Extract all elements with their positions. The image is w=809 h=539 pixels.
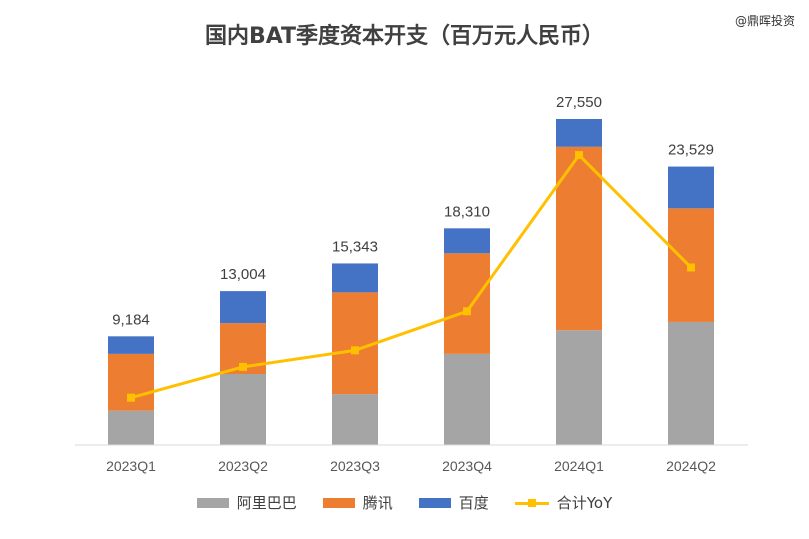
bar-tencent-2023Q3 bbox=[332, 292, 378, 395]
legend-swatch-yoy bbox=[514, 497, 549, 509]
yoy-marker-2024Q2 bbox=[687, 263, 695, 272]
chart-title: 国内BAT季度资本开支（百万元人民币） bbox=[204, 24, 605, 49]
legend-swatch-tencent bbox=[322, 497, 355, 508]
yoy-marker-2023Q4 bbox=[463, 307, 471, 316]
yoy-marker-2023Q3 bbox=[351, 346, 359, 355]
legend-item-baidu: 百度 bbox=[418, 492, 489, 513]
x-tick-label-2023Q1: 2023Q1 bbox=[106, 458, 156, 474]
yoy-line bbox=[130, 153, 693, 400]
legend-item-tencent: 腾讯 bbox=[322, 492, 393, 513]
labels-layer: 9,184 2023Q1 13,004 2023Q2 15,343 2023Q3 18,31… bbox=[106, 94, 716, 474]
legend-label-tencent: 腾讯 bbox=[362, 494, 393, 512]
bar-tencent-2023Q1 bbox=[108, 353, 154, 411]
bar-alibaba-2024Q2 bbox=[668, 321, 714, 445]
bar-baidu-2023Q4 bbox=[444, 228, 490, 254]
x-tick-label-2023Q4: 2023Q4 bbox=[442, 458, 492, 474]
legend-label-alibaba: 阿里巴巴 bbox=[236, 494, 297, 512]
yoy-line-layer bbox=[127, 151, 695, 402]
bar-alibaba-2023Q4 bbox=[444, 353, 490, 445]
watermark-text: @鼎晖投资 bbox=[734, 14, 795, 28]
bar-baidu-2023Q2 bbox=[220, 291, 266, 324]
yoy-marker-2023Q1 bbox=[127, 393, 135, 402]
bar-tencent-2024Q1 bbox=[556, 146, 602, 331]
total-label-2023Q3: 15,343 bbox=[332, 238, 378, 255]
x-tick-label-2024Q2: 2024Q2 bbox=[666, 458, 716, 474]
bars-layer bbox=[108, 118, 714, 445]
x-tick-label-2023Q2: 2023Q2 bbox=[218, 458, 268, 474]
legend-item-alibaba: 阿里巴巴 bbox=[196, 492, 297, 513]
legend-label-baidu: 百度 bbox=[458, 494, 489, 512]
total-label-2023Q4: 18,310 bbox=[444, 203, 490, 220]
bar-baidu-2023Q3 bbox=[332, 263, 378, 293]
x-tick-label-2024Q1: 2024Q1 bbox=[554, 458, 604, 474]
x-tick-label-2023Q3: 2023Q3 bbox=[330, 458, 380, 474]
bar-tencent-2023Q4 bbox=[444, 253, 490, 354]
bar-baidu-2024Q1 bbox=[556, 118, 602, 147]
total-label-2024Q1: 27,550 bbox=[556, 94, 602, 111]
yoy-marker-2024Q1 bbox=[575, 151, 583, 160]
bar-alibaba-2023Q2 bbox=[220, 374, 266, 445]
bar-alibaba-2023Q3 bbox=[332, 394, 378, 445]
legend-item-yoy: 合计YoY bbox=[514, 492, 613, 513]
bar-baidu-2024Q2 bbox=[668, 166, 714, 209]
total-label-2024Q2: 23,529 bbox=[668, 142, 714, 159]
legend-swatch-baidu bbox=[418, 497, 451, 508]
total-label-2023Q1: 9,184 bbox=[112, 311, 150, 328]
bar-alibaba-2024Q1 bbox=[556, 330, 602, 445]
bar-baidu-2023Q1 bbox=[108, 336, 154, 354]
yoy-marker-2023Q2 bbox=[239, 362, 247, 371]
legend: 阿里巴巴 腾讯 百度 合计YoY bbox=[0, 492, 809, 513]
legend-label-yoy: 合计YoY bbox=[556, 494, 613, 512]
bar-alibaba-2023Q1 bbox=[108, 410, 154, 445]
legend-swatch-alibaba bbox=[196, 497, 229, 508]
total-label-2023Q2: 13,004 bbox=[220, 266, 266, 283]
